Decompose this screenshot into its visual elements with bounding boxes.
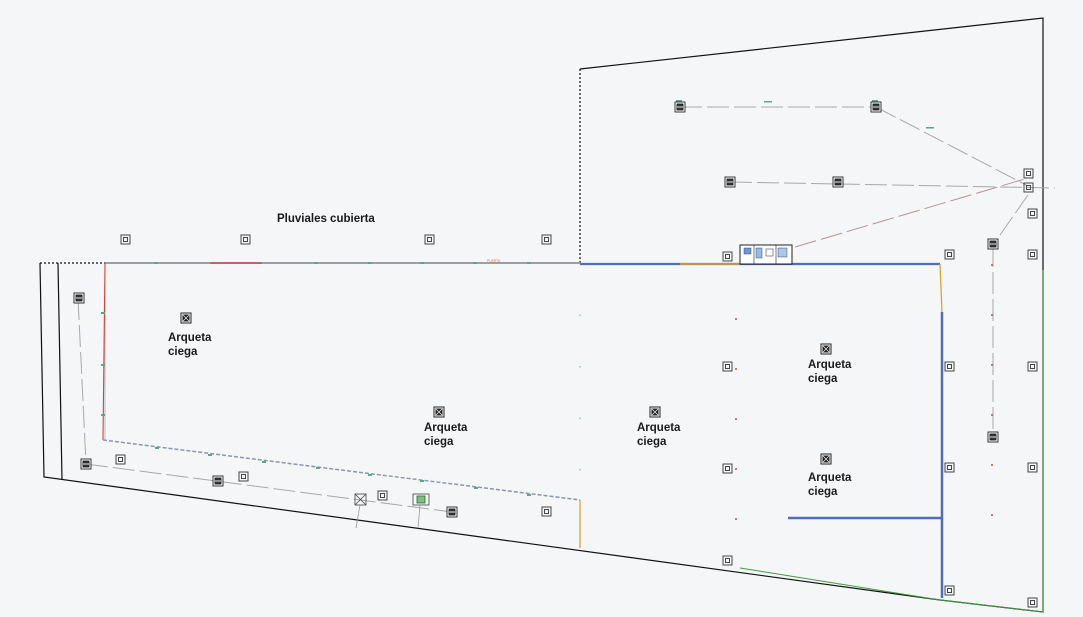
downpipe-symbol [722,361,733,372]
gully-symbol [987,431,999,443]
downpipe-symbol [944,462,955,473]
blind-manhole-label-2: Arqueta ciega [424,422,468,448]
downpipe-symbol [115,454,126,465]
gully-symbol [987,238,999,250]
blind-manhole-label-1: Arqueta ciega [168,332,212,358]
downpipe-symbol [722,555,733,566]
downpipe-symbol [1027,597,1038,608]
svg-text:Arqueta: Arqueta [637,422,681,434]
svg-text:ciega: ciega [424,436,454,448]
valve-box-icon [354,493,367,506]
downpipe-symbol [722,251,733,262]
manhole-icon [649,406,661,418]
svg-text:Arqueta: Arqueta [424,422,468,434]
downpipe-symbol [1027,208,1038,219]
sink-gullies [73,101,999,518]
downpipe-symbol [238,471,249,482]
pipe-markers [101,100,934,496]
dashed-exterior-lines [77,106,1056,513]
downpipe-symbol [1023,182,1034,193]
roof-rainwater-label: Pluviales cubierta [277,213,375,225]
downpipe-symbol [1023,168,1034,179]
downpipe-symbol [120,234,131,245]
separator-tank-icon [412,493,430,506]
svg-text:Arqueta: Arqueta [808,359,852,371]
svg-text:ciega: ciega [808,373,838,385]
downpipe-symbol [240,234,251,245]
bathroom-block [739,244,793,265]
svg-text:Arqueta: Arqueta [808,472,852,484]
downpipe-symbol [541,506,552,517]
gully-symbol [212,475,224,487]
blind-manhole-label-3: Arqueta ciega [637,422,681,448]
pipes [102,262,1044,613]
downpipe-symbol [944,585,955,596]
manhole-icon [820,343,832,355]
blind-manhole-label-5: Arqueta ciega [808,472,852,498]
door-tag: PUERTA [487,259,501,263]
fittings [354,493,430,529]
svg-text:ciega: ciega [168,346,198,358]
downpipe-symbol [1027,462,1038,473]
manhole-icon [180,312,192,324]
manhole-icon [433,406,445,418]
gully-symbol [73,292,85,304]
gully-symbol [832,176,844,188]
downpipe-symbol [377,490,388,501]
svg-text:Arqueta: Arqueta [168,332,212,344]
gully-symbol [870,101,882,113]
downpipe-symbol [944,249,955,260]
blind-manholes [180,312,832,465]
gully-symbol [674,101,686,113]
downpipe-symbol [424,234,435,245]
downpipe-symbol [722,463,733,474]
downpipe-symbol [541,234,552,245]
gully-symbol [724,176,736,188]
manhole-icon [820,453,832,465]
gully-symbol [80,458,92,470]
downpipe-symbol [1027,249,1038,260]
downpipe-symbol [944,361,955,372]
svg-text:ciega: ciega [808,486,838,498]
blind-manhole-label-4: Arqueta ciega [808,359,852,385]
gully-symbol [446,506,458,518]
svg-text:ciega: ciega [637,436,667,448]
roof-downpipes [115,168,1038,608]
downpipe-symbol [1027,361,1038,372]
